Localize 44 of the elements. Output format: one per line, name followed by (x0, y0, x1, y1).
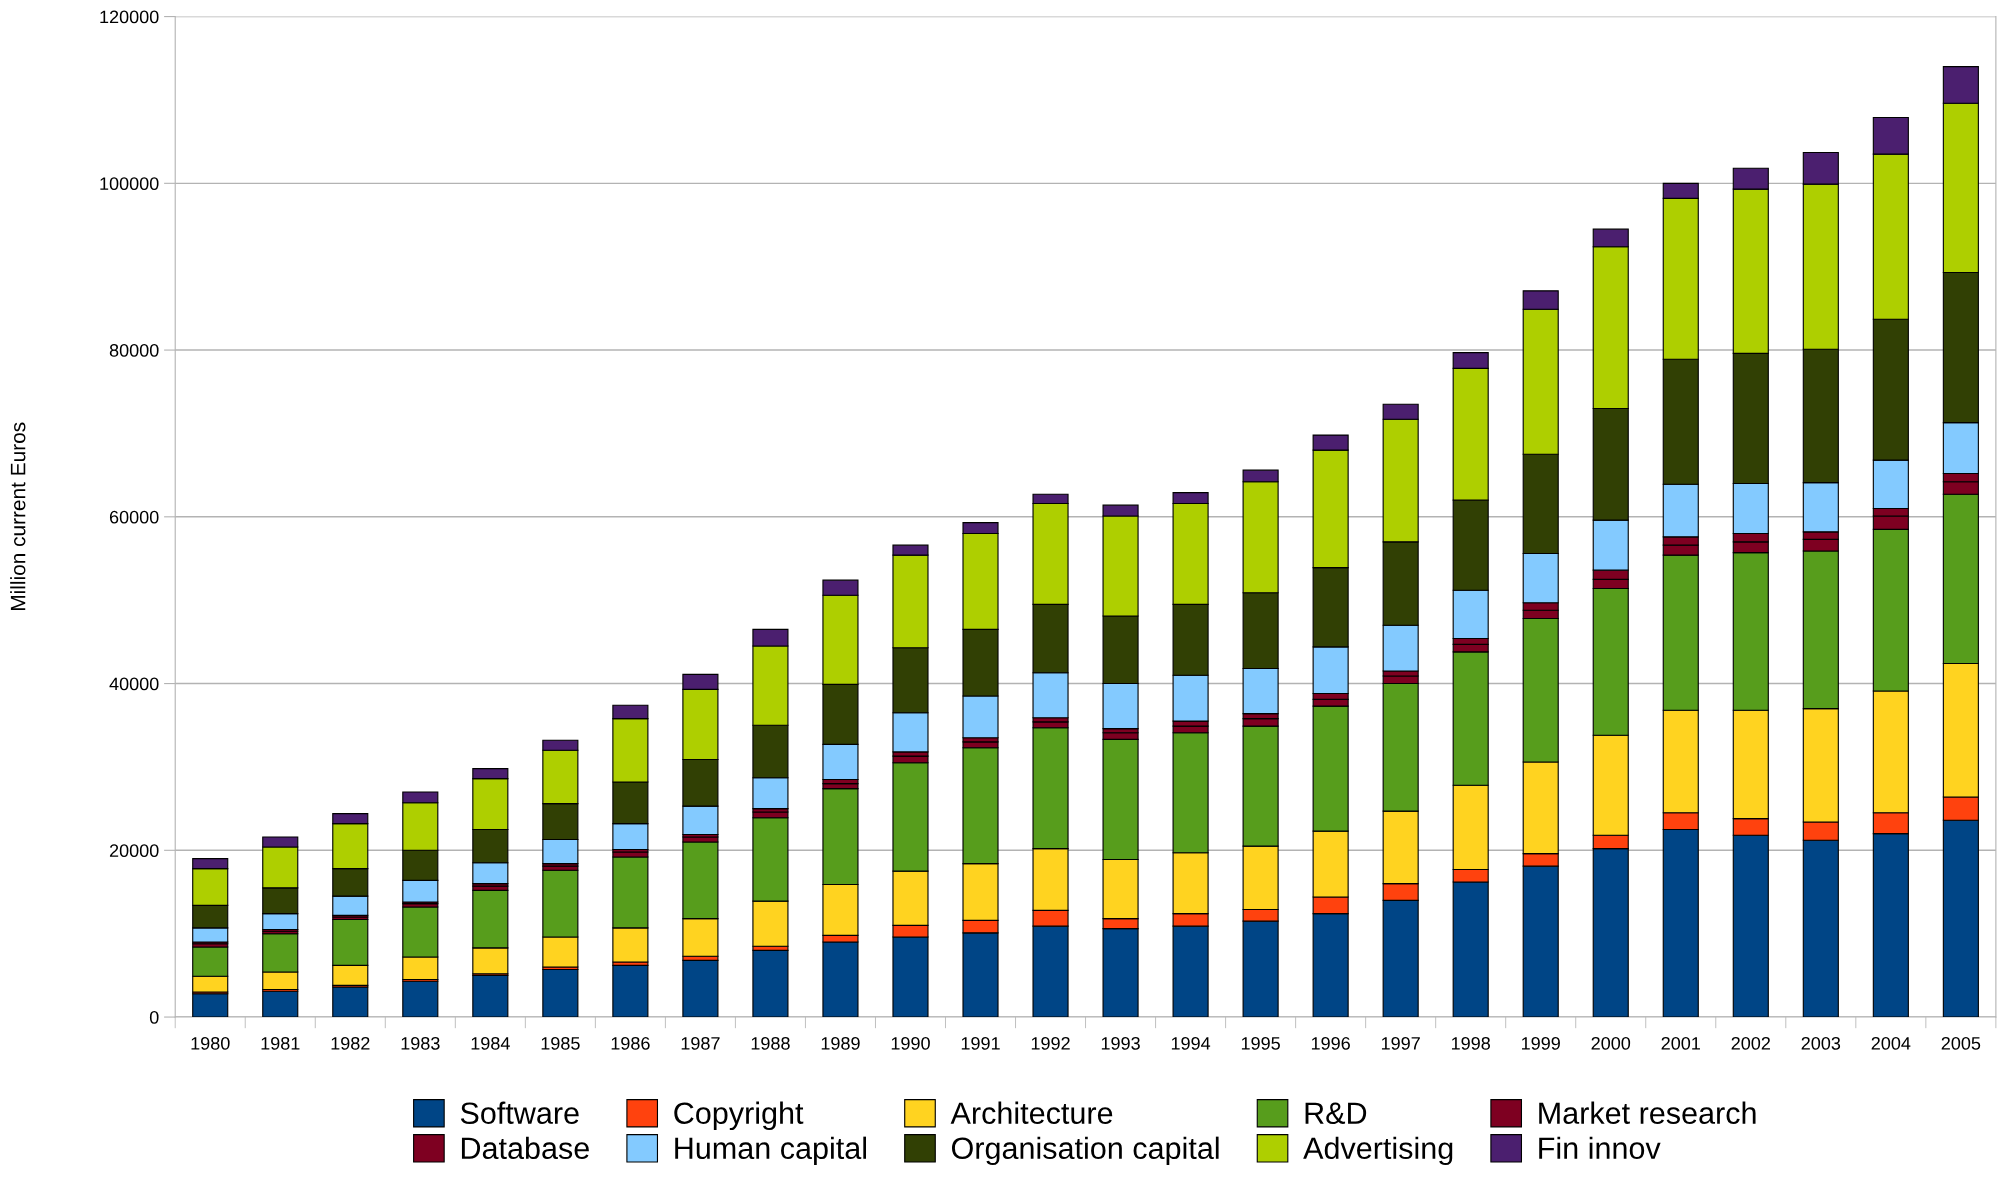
legend-label: Advertising (1303, 1136, 1453, 1166)
x-tick-label: 1995 (1241, 1036, 1280, 1050)
x-tick-label: 1988 (751, 1036, 790, 1050)
legend-label: Database (461, 1136, 589, 1160)
x-tick-label: 1990 (891, 1036, 930, 1050)
y-tick-label: 0 (149, 1010, 159, 1024)
x-tick-label: 2003 (1801, 1036, 1841, 1050)
x-tick-label: 2000 (1591, 1036, 1631, 1050)
x-tick-label: 1993 (1101, 1036, 1140, 1050)
x-tick-label: 1981 (261, 1036, 300, 1050)
legend-label: Copyright (674, 1101, 804, 1131)
x-tick-label: 2004 (1871, 1036, 1911, 1050)
x-tick-label: 1999 (1522, 1036, 1560, 1050)
x-tick-label: 1997 (1381, 1036, 1420, 1050)
x-tick-label: 1989 (821, 1036, 860, 1050)
y-tick-label: 80000 (109, 344, 159, 357)
y-tick-label: 120000 (100, 10, 159, 24)
x-tick-label: 1987 (681, 1036, 720, 1050)
y-tick-label: 40000 (109, 677, 159, 691)
x-tick-label: 2005 (1941, 1036, 1981, 1050)
x-tick-label: 2002 (1731, 1036, 1770, 1050)
legend-label: R&D (1305, 1102, 1367, 1125)
x-tick-label: 2001 (1661, 1036, 1700, 1050)
x-tick-label: 1986 (611, 1036, 650, 1050)
y-tick-label: 20000 (109, 844, 159, 858)
y-tick-label: 100000 (100, 177, 159, 191)
x-tick-label: 1996 (1311, 1036, 1350, 1050)
legend-label: Fin innov (1539, 1136, 1661, 1160)
legend-label: Organisation capital (951, 1136, 1219, 1166)
legend-label: Architecture (950, 1101, 1113, 1125)
x-tick-label: 1991 (961, 1036, 1000, 1050)
x-tick-label: 1994 (1171, 1036, 1211, 1050)
x-tick-label: 1984 (471, 1036, 510, 1050)
legend-label: Market research (1539, 1101, 1756, 1125)
x-tick-label: 1982 (331, 1036, 370, 1050)
x-tick-label: 1985 (541, 1036, 580, 1050)
legend-label: Human capital (675, 1136, 867, 1166)
x-tick-label: 1998 (1451, 1036, 1490, 1050)
y-tick-label: 60000 (109, 510, 159, 524)
legend-label: Software (460, 1101, 579, 1125)
x-tick-label: 1980 (191, 1036, 230, 1050)
x-tick-label: 1983 (401, 1036, 440, 1050)
x-tick-label: 1992 (1031, 1036, 1070, 1050)
y-axis-title: Million current Euros (10, 422, 26, 611)
